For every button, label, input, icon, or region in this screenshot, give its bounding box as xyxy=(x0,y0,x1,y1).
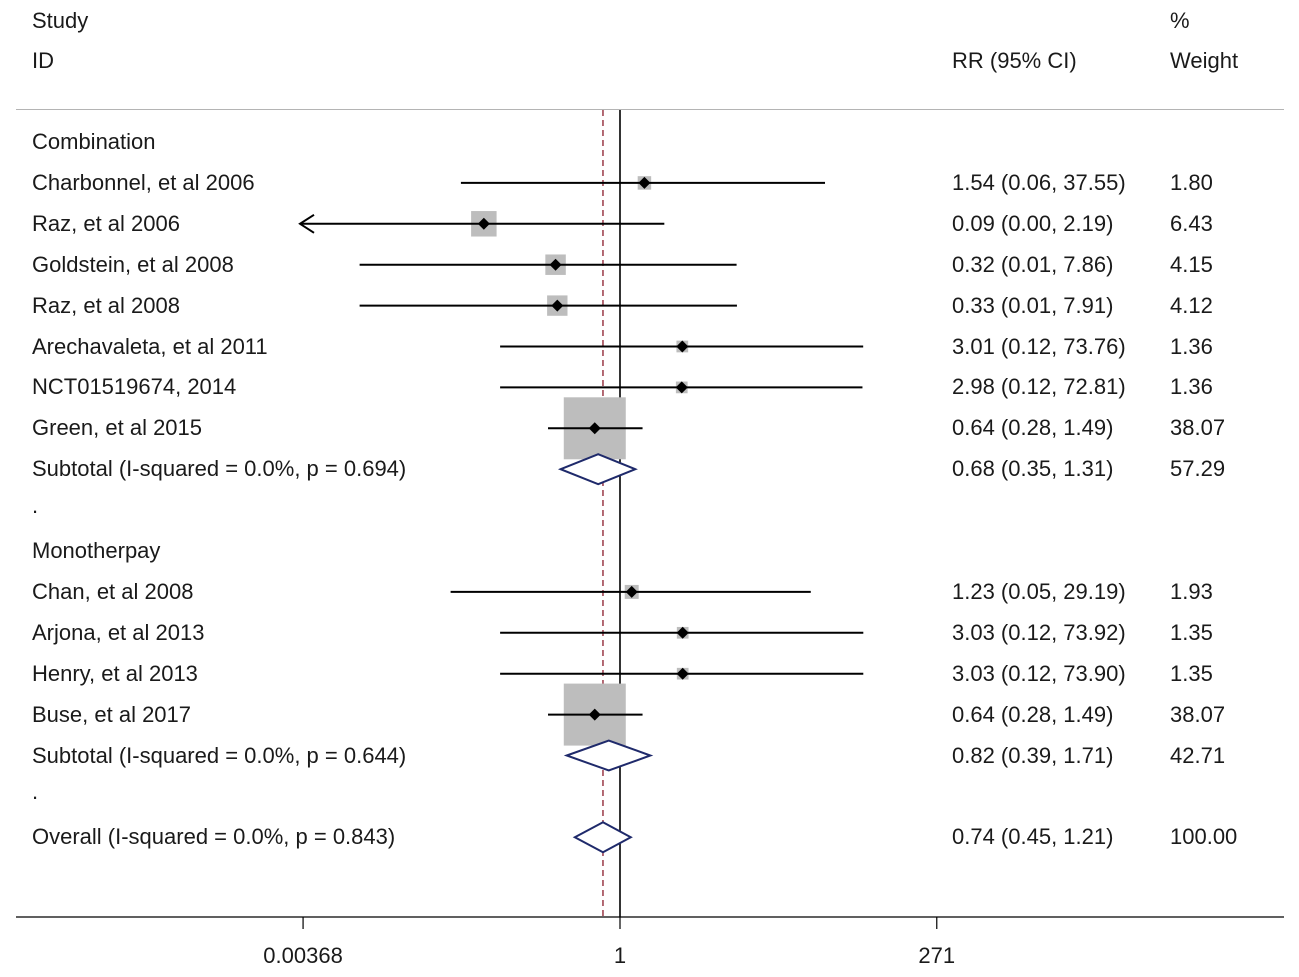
ci-arrow xyxy=(298,213,315,234)
subtotal-label: Subtotal (I-squared = 0.0%, p = 0.644) xyxy=(32,742,407,768)
point-estimate xyxy=(638,176,651,189)
header-id: ID xyxy=(32,48,54,73)
point-estimate xyxy=(676,667,689,680)
weight-text: 4.12 xyxy=(1170,292,1213,318)
rr-ci-text: 0.82 (0.39, 1.71) xyxy=(952,742,1114,768)
study-label: Raz, et al 2006 xyxy=(32,210,180,236)
study-label: Goldstein, et al 2008 xyxy=(32,251,234,277)
study-label: Chan, et al 2008 xyxy=(32,578,194,604)
header-rule xyxy=(16,109,1284,110)
rr-ci-text: 3.01 (0.12, 73.76) xyxy=(952,333,1126,359)
weight-text: 6.43 xyxy=(1170,210,1213,236)
weight-text: 4.15 xyxy=(1170,251,1213,277)
group-label: Monotherpay xyxy=(32,538,161,563)
rr-ci-text: 0.68 (0.35, 1.31) xyxy=(952,456,1114,482)
spacer-dot: . xyxy=(32,779,39,805)
subtotal-diamond xyxy=(563,739,654,772)
rr-ci-text: 0.32 (0.01, 7.86) xyxy=(952,251,1114,277)
point-estimate xyxy=(676,340,689,353)
study-label: Charbonnel, et al 2006 xyxy=(32,169,255,195)
rr-ci-text: 3.03 (0.12, 73.92) xyxy=(952,619,1126,645)
rr-ci-text: 0.64 (0.28, 1.49) xyxy=(952,415,1114,441)
study-label: Green, et al 2015 xyxy=(32,415,203,441)
study-label: Henry, et al 2013 xyxy=(32,660,198,686)
study-label: Arjona, et al 2013 xyxy=(32,619,205,645)
weight-text: 38.07 xyxy=(1170,701,1226,727)
point-estimate xyxy=(551,299,564,312)
spacer-dot: . xyxy=(32,493,39,519)
header-study: Study xyxy=(32,8,89,33)
point-estimate xyxy=(676,626,689,639)
weight-text: 1.80 xyxy=(1170,169,1213,195)
weight-text: 42.71 xyxy=(1170,742,1226,768)
study-label: NCT01519674, 2014 xyxy=(32,374,237,400)
weight-text: 100.00 xyxy=(1170,824,1238,850)
study-label: Arechavaleta, et al 2011 xyxy=(32,333,268,359)
group-label: Combination xyxy=(32,129,156,154)
rr-ci-text: 0.09 (0.00, 2.19) xyxy=(952,210,1114,236)
header-effect-label: RR (95% CI) xyxy=(952,48,1077,73)
weight-text: 1.93 xyxy=(1170,578,1213,604)
point-estimate xyxy=(675,381,688,394)
overall-label: Overall (I-squared = 0.0%, p = 0.843) xyxy=(32,824,396,850)
rr-ci-text: 3.03 (0.12, 73.90) xyxy=(952,660,1126,686)
overall-diamond xyxy=(572,821,633,854)
point-estimate xyxy=(625,585,638,598)
rr-ci-text: 2.98 (0.12, 72.81) xyxy=(952,374,1126,400)
header-percent: % xyxy=(1170,8,1190,33)
study-label: Buse, et al 2017 xyxy=(32,701,192,727)
rr-ci-text: 1.54 (0.06, 37.55) xyxy=(952,169,1126,195)
subtotal-label: Subtotal (I-squared = 0.0%, p = 0.694) xyxy=(32,456,407,482)
rr-ci-text: 1.23 (0.05, 29.19) xyxy=(952,578,1126,604)
rr-ci-text: 0.74 (0.45, 1.21) xyxy=(952,824,1114,850)
x-tick-label: 0.00368 xyxy=(263,943,343,968)
x-tick-label: 1 xyxy=(614,943,626,968)
x-tick-label: 271 xyxy=(918,943,955,968)
weight-text: 57.29 xyxy=(1170,456,1226,482)
point-estimate xyxy=(477,217,490,230)
point-estimate xyxy=(588,708,601,721)
weight-text: 1.35 xyxy=(1170,619,1213,645)
weight-text: 1.36 xyxy=(1170,333,1213,359)
study-label: Raz, et al 2008 xyxy=(32,292,180,318)
weight-text: 1.35 xyxy=(1170,660,1213,686)
weight-text: 1.36 xyxy=(1170,374,1213,400)
header-weight: Weight xyxy=(1170,48,1239,73)
rr-ci-text: 0.64 (0.28, 1.49) xyxy=(952,701,1114,727)
subtotal-diamond xyxy=(557,453,638,486)
weight-text: 38.07 xyxy=(1170,415,1226,441)
point-estimate xyxy=(549,258,562,271)
point-estimate xyxy=(588,422,601,435)
rr-ci-text: 0.33 (0.01, 7.91) xyxy=(952,292,1114,318)
